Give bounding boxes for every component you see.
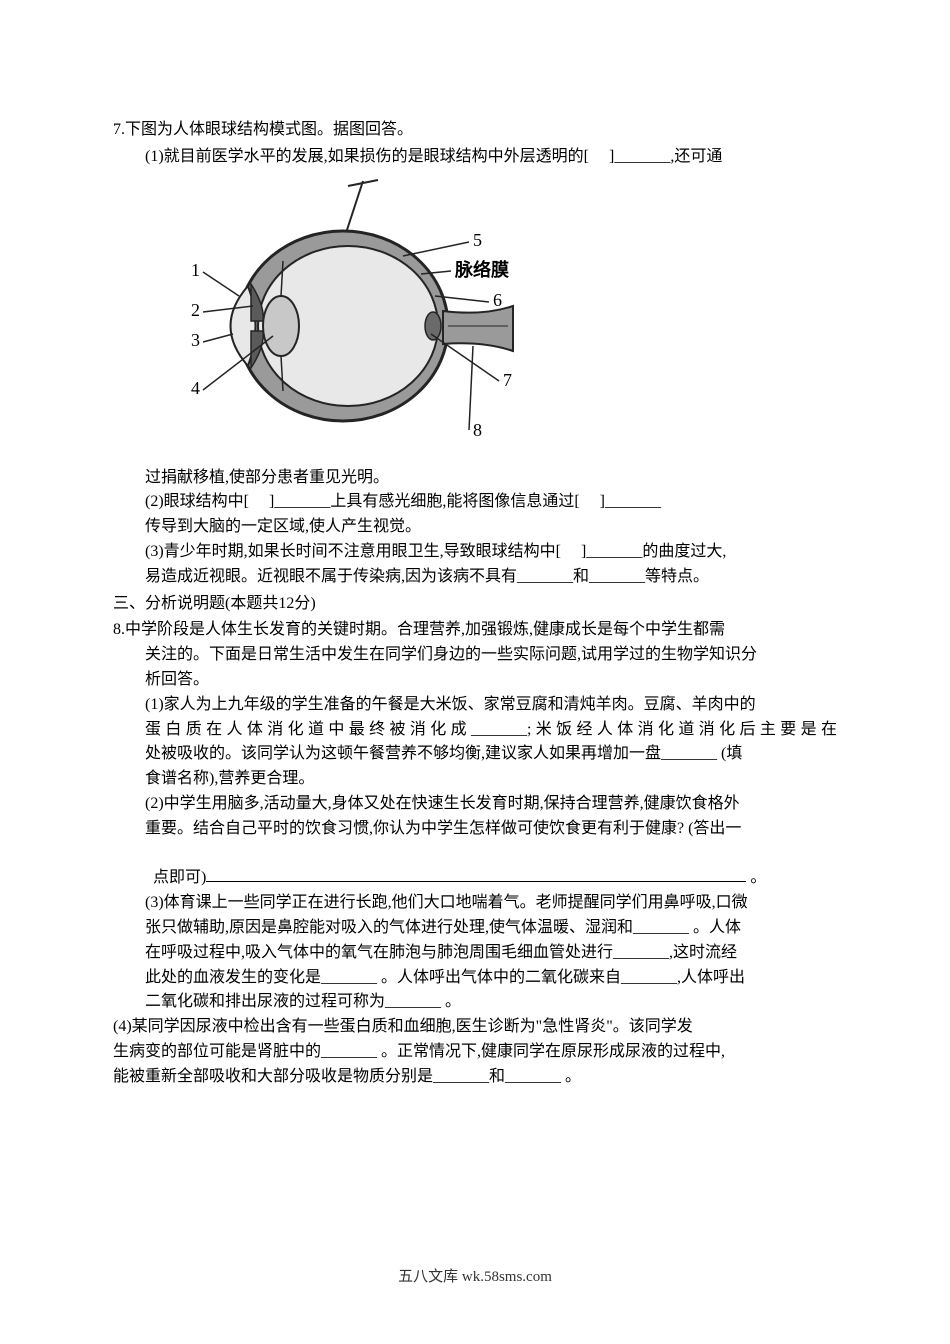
q7-sub2b: 传导到大脑的一定区域,使人产生视觉。 bbox=[113, 515, 837, 540]
eye-diagram-container: 1 2 3 4 5 脉络膜 6 7 8 bbox=[113, 176, 837, 456]
q8-p2c-prefix: 点即可) bbox=[153, 869, 206, 886]
diagram-label-4: 4 bbox=[191, 378, 200, 398]
q8-p2b: 重要。结合自己平时的饮食习惯,你认为中学生怎样做可使饮食更有利于健康? (答出一 bbox=[113, 817, 837, 842]
q8-p3b: 张只做辅助,原因是鼻腔能对吸入的气体进行处理,使气体温暖、湿润和_______ … bbox=[113, 916, 837, 941]
q8-p3c: 在呼吸过程中,吸入气体中的氧气在肺泡与肺泡周围毛细血管处进行_______,这时… bbox=[113, 941, 837, 966]
q8-p2c: 点即可) 。 bbox=[113, 842, 837, 892]
blank-line bbox=[206, 866, 746, 882]
q7-sub1-cont: 过捐献移植,使部分患者重见光明。 bbox=[113, 466, 837, 491]
diagram-label-3: 3 bbox=[191, 330, 200, 350]
q8-p1a: (1)家人为上九年级的学生准备的午餐是大米饭、家常豆腐和清炖羊肉。豆腐、羊肉中的 bbox=[113, 693, 837, 718]
q8-p4b: 生病变的部位可能是肾脏中的_______ 。正常情况下,健康同学在原尿形成尿液的… bbox=[113, 1040, 837, 1065]
diagram-label-choroid: 脉络膜 bbox=[454, 259, 509, 280]
q8-p1c: 处被吸收的。该同学认为这顿午餐营养不够均衡,建议家人如果再增加一盘_______… bbox=[113, 742, 837, 767]
page-footer: 五八文库 wk.58sms.com bbox=[0, 1265, 950, 1286]
q7-sub1: (1)就目前医学水平的发展,如果损伤的是眼球结构中外层透明的[ ]_______… bbox=[113, 145, 837, 170]
eye-diagram: 1 2 3 4 5 脉络膜 6 7 8 bbox=[173, 176, 533, 456]
q8-p3d: 此处的血液发生的变化是_______ 。人体呼出气体中的二氧化碳来自______… bbox=[113, 966, 837, 991]
q7-header: 7.下图为人体眼球结构模式图。据图回答。 bbox=[113, 118, 837, 143]
q8-p3e: 二氧化碳和排出尿液的过程可称为_______ 。 bbox=[113, 990, 837, 1015]
diagram-label-1: 1 bbox=[191, 260, 200, 280]
q8-p2a: (2)中学生用脑多,活动量大,身体又处在快速生长发育时期,保持合理营养,健康饮食… bbox=[113, 792, 837, 817]
q8-header-3: 析回答。 bbox=[113, 668, 837, 693]
q8-p1d: 食谱名称),营养更合理。 bbox=[113, 767, 837, 792]
q7-sub3b: 易造成近视眼。近视眼不属于传染病,因为该病不具有_______和_______等… bbox=[113, 565, 837, 590]
q8-p1b: 蛋白质在人体消化道中最终被消化成_______;米饭经人体消化道消化后主要是在 bbox=[113, 718, 837, 743]
diagram-label-8: 8 bbox=[473, 420, 482, 440]
q8-p4c: 能被重新全部吸收和大部分吸收是物质分别是_______和_______ 。 bbox=[113, 1065, 837, 1090]
q8-p3a: (3)体育课上一些同学正在进行长跑,他们大口地喘着气。老师提醒同学们用鼻呼吸,口… bbox=[113, 891, 837, 916]
q8-p4a: (4)某同学因尿液中检出含有一些蛋白质和血细胞,医生诊断为"急性肾炎"。该同学发 bbox=[113, 1015, 837, 1040]
q8-header-1: 8.中学阶段是人体生长发育的关键时期。合理营养,加强锻炼,健康成长是每个中学生都… bbox=[113, 618, 837, 643]
q7-sub2a: (2)眼球结构中[ ]_______上具有感光细胞,能将图像信息通过[ ]___… bbox=[113, 490, 837, 515]
diagram-label-2: 2 bbox=[191, 300, 200, 320]
diagram-label-5: 5 bbox=[473, 230, 482, 250]
section3-header: 三、分析说明题(本题共12分) bbox=[113, 592, 837, 617]
diagram-label-7: 7 bbox=[503, 370, 512, 390]
q7-sub3a: (3)青少年时期,如果长时间不注意用眼卫生,导致眼球结构中[ ]_______的… bbox=[113, 540, 837, 565]
q8-header-2: 关注的。下面是日常生活中发生在同学们身边的一些实际问题,试用学过的生物学知识分 bbox=[113, 643, 837, 668]
diagram-label-6: 6 bbox=[493, 290, 502, 310]
